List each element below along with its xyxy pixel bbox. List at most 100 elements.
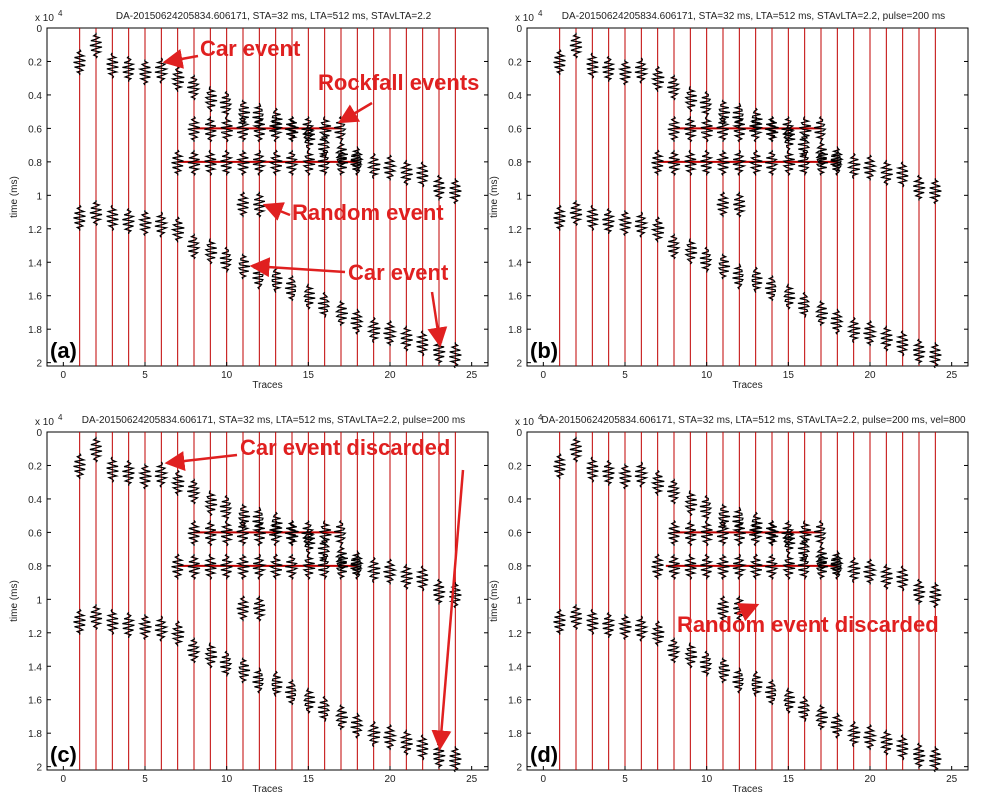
event-wiggle [764, 275, 777, 302]
event-wiggle [170, 65, 185, 92]
x-axis-label: Traces [732, 380, 762, 391]
event-wiggle [383, 558, 398, 585]
event-wiggle [798, 116, 812, 143]
x-tick-label: 20 [864, 774, 876, 785]
event-wiggle [204, 149, 217, 176]
event-wiggle [334, 300, 349, 327]
event-wiggle [154, 615, 169, 642]
event-wiggle [73, 204, 87, 231]
event-wiggle [814, 141, 829, 168]
event-wiggle [137, 614, 152, 641]
event-wiggle [448, 178, 462, 205]
y-tick-label: 0 [516, 24, 522, 35]
event-wiggle [764, 520, 779, 547]
event-wiggle [650, 620, 665, 647]
event-wiggle [749, 520, 764, 547]
event-wiggle [764, 679, 777, 706]
event-wiggle [684, 86, 698, 113]
event-wiggle [220, 553, 234, 580]
plot-area [46, 27, 489, 367]
event-wiggle [253, 595, 267, 622]
x-tick-label: 20 [384, 774, 396, 785]
event-wiggle [928, 178, 942, 205]
y-tick-label: 1.6 [28, 696, 42, 707]
x-tick-label: 10 [221, 370, 233, 381]
event-wiggle [797, 132, 811, 159]
y-tick-label: 1.2 [508, 225, 522, 236]
event-wiggle [732, 506, 744, 533]
y-tick-label: 1.8 [508, 325, 522, 336]
y-tick-label: 1 [516, 595, 522, 606]
event-wiggle [830, 308, 844, 335]
event-wiggle [634, 211, 649, 238]
event-wiggle [301, 520, 316, 547]
chart-title: DA-20150624205834.606171, STA=32 ms, LTA… [562, 11, 945, 22]
event-wiggle [650, 65, 665, 92]
event-wiggle [285, 553, 299, 580]
y-tick-label: 2 [36, 763, 42, 774]
event-wiggle [912, 742, 926, 769]
event-wiggle [814, 545, 829, 572]
x-tick-label: 0 [541, 370, 547, 381]
event-wiggle [154, 211, 169, 238]
event-wiggle [415, 565, 429, 592]
x-tick-label: 5 [142, 370, 148, 381]
event-wiggle [748, 553, 763, 580]
y-tick-label: 0.2 [508, 461, 522, 472]
event-wiggle [863, 558, 878, 585]
event-wiggle [634, 461, 649, 488]
annotation-arrow [162, 49, 199, 69]
event-wiggle [204, 116, 218, 143]
event-wiggle [204, 490, 218, 517]
event-wiggle [733, 191, 747, 218]
event-wiggle [122, 55, 136, 82]
x-tick-label: 15 [303, 370, 315, 381]
y-tick-label: 0.4 [28, 91, 42, 102]
event-wiggle [751, 266, 763, 293]
event-wiggle [89, 604, 103, 631]
x-tick-label: 15 [783, 370, 795, 381]
event-wiggle [171, 149, 185, 176]
event-wiggle [650, 216, 665, 243]
event-wiggle [879, 563, 893, 590]
event-wiggle [863, 154, 878, 181]
event-wiggle [235, 553, 250, 580]
event-wiggle [252, 506, 264, 533]
event-wiggle [235, 149, 250, 176]
y-exponent-base: x 10 [515, 13, 534, 24]
event-wiggle [781, 116, 796, 143]
event-wiggle [569, 436, 583, 463]
event-wiggle [879, 729, 893, 756]
event-wiggle [667, 233, 681, 260]
event-wiggle [252, 520, 266, 547]
event-wiggle [895, 330, 909, 357]
event-wiggle [432, 174, 446, 201]
event-wiggle [814, 704, 829, 731]
x-tick-label: 5 [622, 774, 628, 785]
event-wiggle [335, 553, 349, 580]
event-wiggle [204, 642, 218, 669]
chart-title: DA-20150624205834.606171, STA=32 ms, LTA… [541, 415, 966, 426]
event-wiggle [716, 595, 730, 622]
event-wiggle [912, 578, 926, 605]
event-wiggle [432, 578, 446, 605]
annotation-arrow [249, 257, 346, 278]
y-tick-label: 0.8 [508, 158, 522, 169]
event-wiggle [715, 553, 730, 580]
event-wiggle [586, 52, 599, 79]
x-tick-label: 0 [61, 370, 67, 381]
event-wiggle [814, 300, 829, 327]
event-wiggle [830, 712, 844, 739]
event-wiggle [667, 553, 681, 580]
chart-title: DA-20150624205834.606171, STA=32 ms, LTA… [116, 11, 432, 22]
event-wiggle [749, 116, 764, 143]
event-wiggle [237, 657, 251, 684]
event-wiggle [569, 200, 583, 227]
event-wiggle [252, 667, 264, 694]
y-exponent-base: x 10 [35, 417, 54, 428]
y-exponent: 4 [538, 413, 543, 422]
event-wiggle [602, 55, 616, 82]
annotation-arrow [427, 291, 448, 348]
x-tick-label: 25 [946, 774, 958, 785]
